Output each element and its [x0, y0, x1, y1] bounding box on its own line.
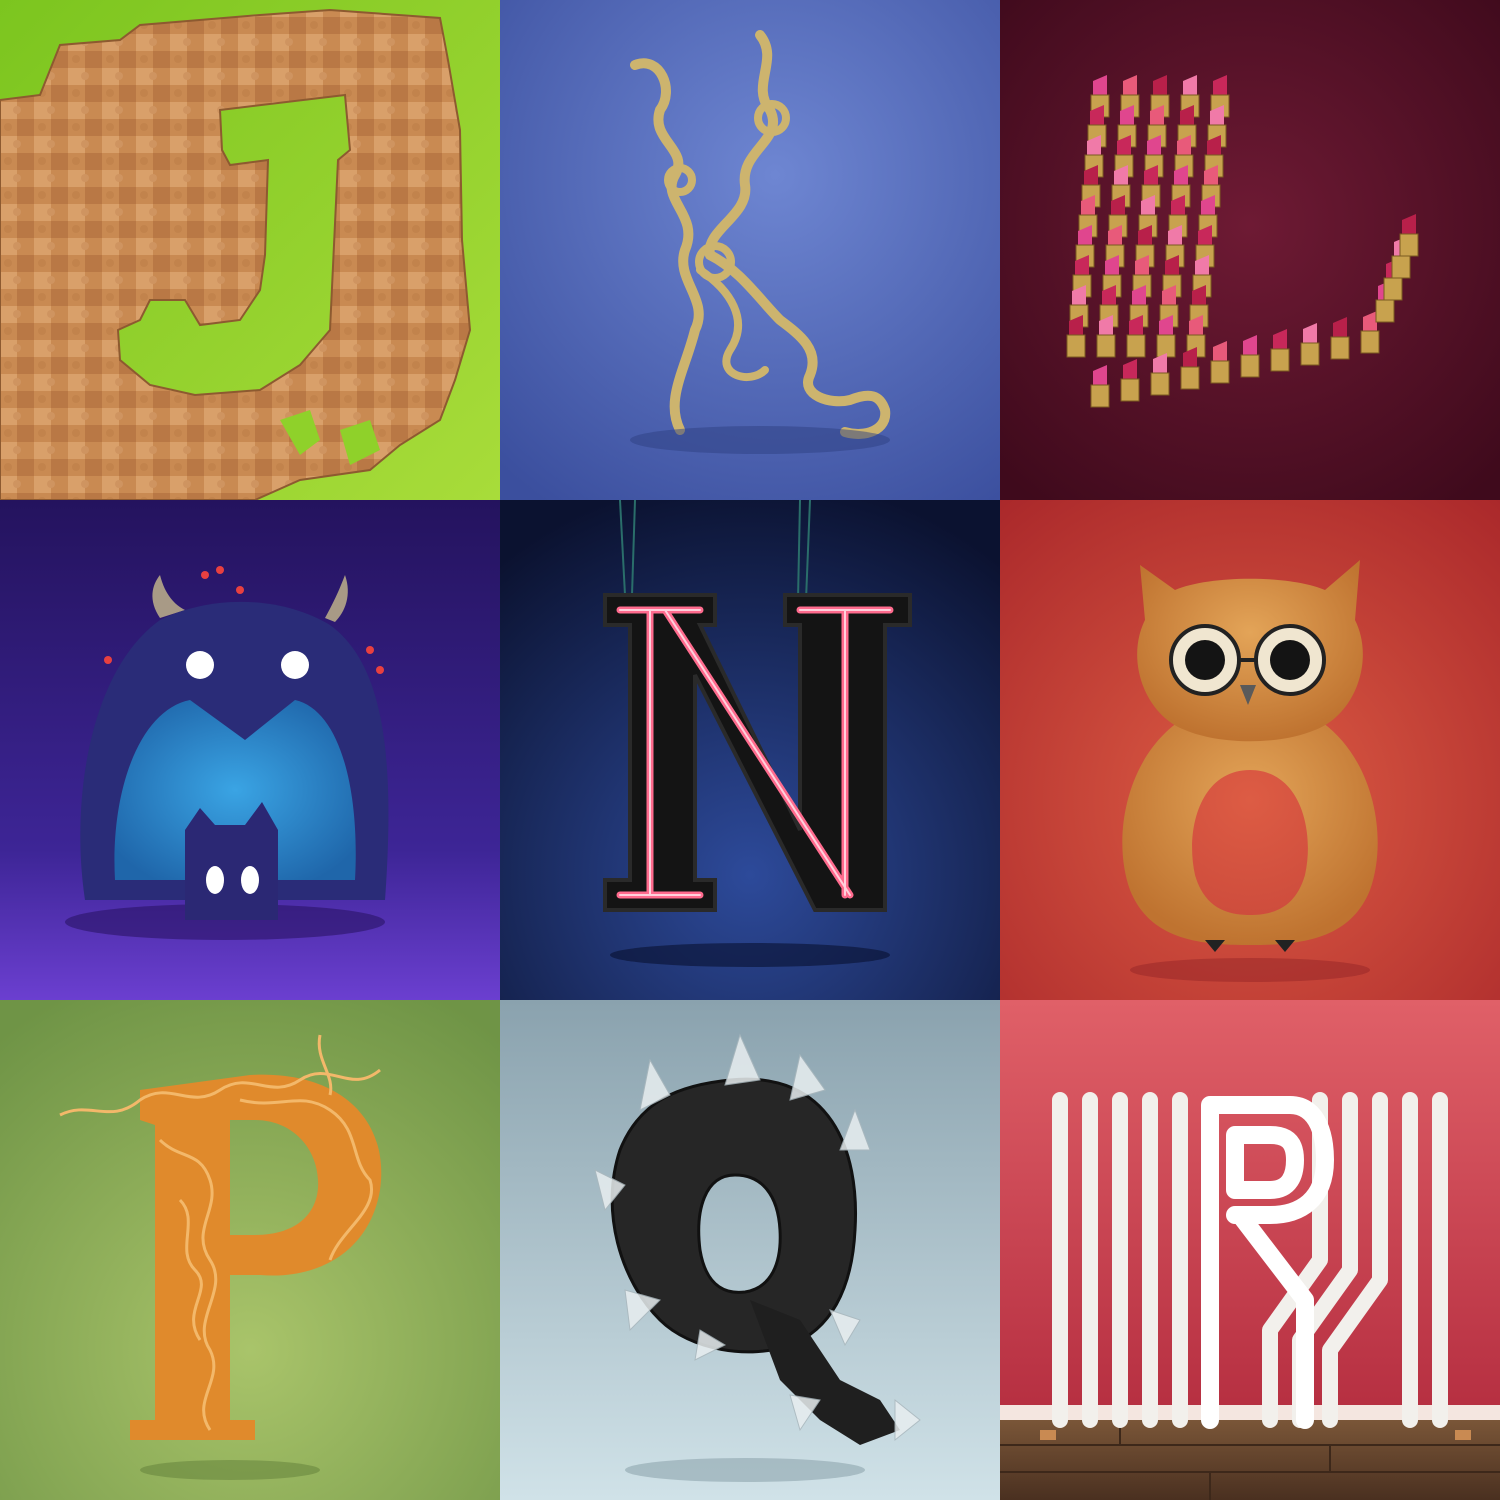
owl-ring-body: [1122, 700, 1378, 945]
lipstick-letter: [1066, 75, 1419, 408]
monster-belly: [114, 700, 356, 880]
owl-head: [1137, 560, 1363, 742]
lipstick: [1066, 315, 1086, 358]
lipstick: [1150, 353, 1170, 396]
lipstick: [1240, 335, 1260, 378]
monster-eye-left: [186, 651, 214, 679]
tile-q-crystal: [500, 1000, 1000, 1500]
hanging-wires: [619, 500, 811, 601]
radiator-valve-left: [1040, 1430, 1056, 1440]
crystal-ring: [610, 1077, 858, 1354]
small-monster-eye-left: [206, 866, 224, 894]
neon-tube-highlight: [619, 609, 891, 896]
radiator-valve-right: [1455, 1430, 1471, 1440]
lipstick-l-illustration: [1000, 0, 1500, 500]
lipstick: [1180, 347, 1200, 390]
monster-m-illustration: [0, 500, 500, 1000]
puzzle-gap: [280, 410, 380, 465]
noodle-p-illustration: [0, 1000, 500, 1500]
skirting-board: [1000, 1405, 1500, 1420]
crystal-q-illustration: [500, 1000, 1000, 1500]
radiator-letter-r: [1201, 1096, 1334, 1429]
small-monster-eye-right: [241, 866, 259, 894]
owl-o-illustration: [1000, 500, 1500, 1000]
rope-shadow: [630, 426, 890, 454]
lipstick: [1126, 315, 1146, 358]
noodle-shadow: [140, 1460, 320, 1480]
puzzle-j-illustration: [0, 0, 500, 500]
lipstick: [1210, 341, 1230, 384]
tile-j-puzzle: [0, 0, 500, 500]
lipstick: [1171, 165, 1191, 208]
tile-l-lipstick: [1000, 0, 1500, 500]
noodle-strands: [59, 1034, 381, 1431]
horn-right: [325, 575, 348, 622]
lipstick: [1270, 329, 1290, 372]
owl-shadow: [1130, 958, 1370, 982]
owl-eye-left: [1185, 640, 1225, 680]
crystal-shadow: [625, 1458, 865, 1482]
owl-talons: [1205, 940, 1295, 952]
maroon-background: [1000, 0, 1500, 500]
lipstick: [1135, 225, 1155, 268]
lipstick: [1165, 225, 1185, 268]
tile-n-neon: [500, 500, 1000, 1000]
floor-boards: [1000, 1420, 1500, 1500]
rope-k-illustration: [500, 0, 1000, 500]
blue-background: [500, 0, 1000, 500]
noodle-letter-body: [130, 1074, 382, 1440]
tile-p-noodles: [0, 1000, 500, 1500]
lipstick: [1156, 315, 1176, 358]
radiator-r-illustration: [1000, 1000, 1500, 1500]
rope-letter: [630, 30, 891, 439]
crystal-tail: [750, 1300, 900, 1445]
wooden-puzzle-board: [0, 8, 472, 500]
antenna-tips: [104, 566, 384, 674]
lipstick: [1360, 311, 1380, 354]
lipstick: [1120, 359, 1140, 402]
tile-r-radiator: [1000, 1000, 1500, 1500]
tile-m-monster: [0, 500, 500, 1000]
lipstick: [1330, 317, 1350, 360]
lipstick: [1300, 323, 1320, 366]
horn-left: [152, 575, 185, 618]
lipstick: [1399, 214, 1419, 257]
tile-k-rope: [500, 0, 1000, 500]
lipstick: [1096, 315, 1116, 358]
owl-beak: [1240, 685, 1256, 705]
lipstick: [1090, 365, 1110, 408]
lipstick: [1117, 105, 1137, 148]
owl-eye-right: [1270, 640, 1310, 680]
sign-shadow: [610, 943, 890, 967]
monster-shadow: [65, 904, 385, 940]
monster-eye-right: [281, 651, 309, 679]
tile-o-owl: [1000, 500, 1500, 1000]
neon-n-illustration: [500, 500, 1000, 1000]
wooden-floor: [1000, 1420, 1500, 1500]
crystal-shards: [594, 1033, 921, 1442]
